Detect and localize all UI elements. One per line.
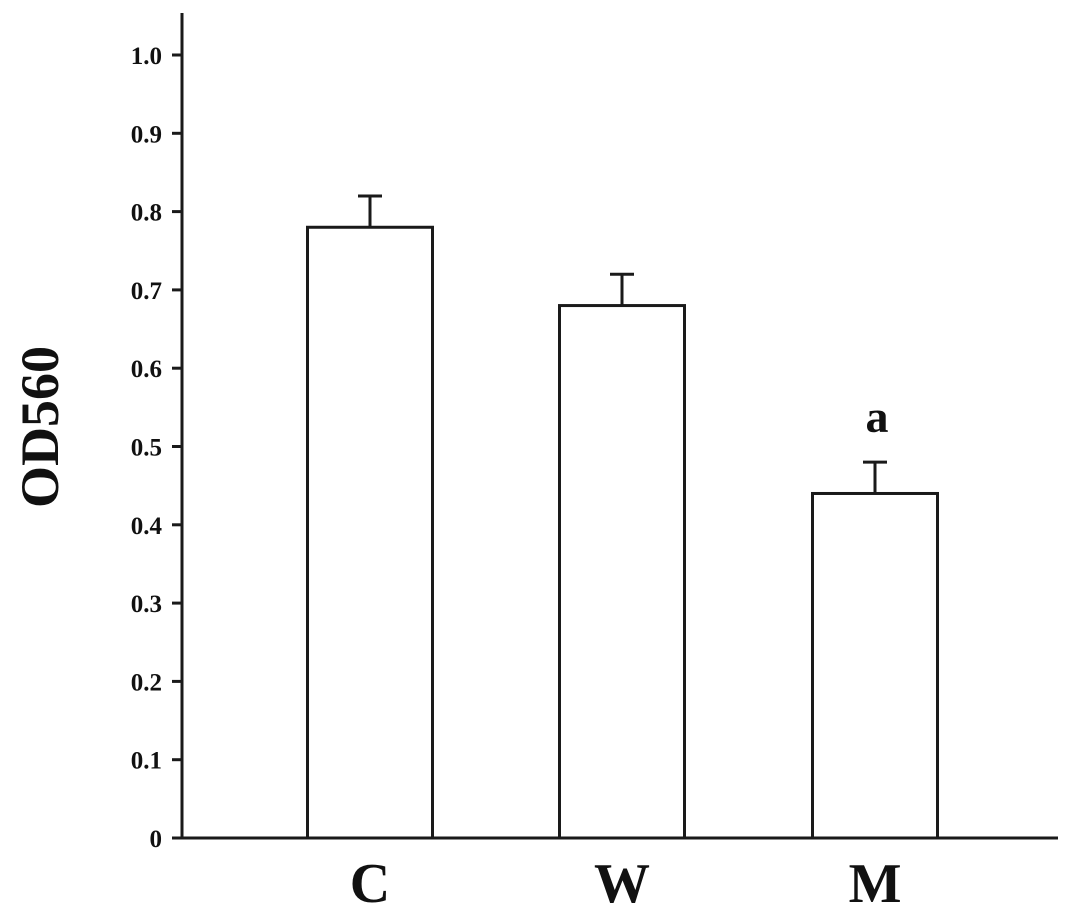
y-tick-label: 0.4 — [131, 513, 163, 540]
y-tick-label: 0 — [150, 826, 163, 853]
bar-m — [811, 491, 939, 840]
x-category-label: C — [350, 853, 390, 914]
y-axis-title: OD560 — [10, 346, 70, 508]
y-tick-label: 0.8 — [131, 200, 162, 227]
x-category-label: M — [849, 853, 902, 914]
y-tick-label: 0.5 — [131, 435, 162, 462]
error-bars — [358, 194, 887, 494]
y-tick-label: 0.2 — [131, 669, 162, 696]
y-tick-label: 0.1 — [131, 748, 162, 775]
x-category-label: W — [594, 853, 650, 914]
bar-c — [306, 225, 434, 840]
annotations: a — [866, 391, 889, 442]
y-ticks: 0 0.1 0.2 0.3 0.4 0.5 0.6 0.7 0.8 0.9 1.0 — [131, 43, 182, 853]
y-tick-label: 1.0 — [131, 43, 162, 70]
bars — [306, 225, 939, 840]
significance-label: a — [866, 391, 889, 442]
y-tick-label: 0.7 — [131, 278, 162, 305]
y-tick-label: 0.3 — [131, 591, 162, 618]
y-tick-label: 0.6 — [131, 356, 162, 383]
bar-w — [558, 304, 686, 840]
y-tick-label: 0.9 — [131, 121, 162, 148]
